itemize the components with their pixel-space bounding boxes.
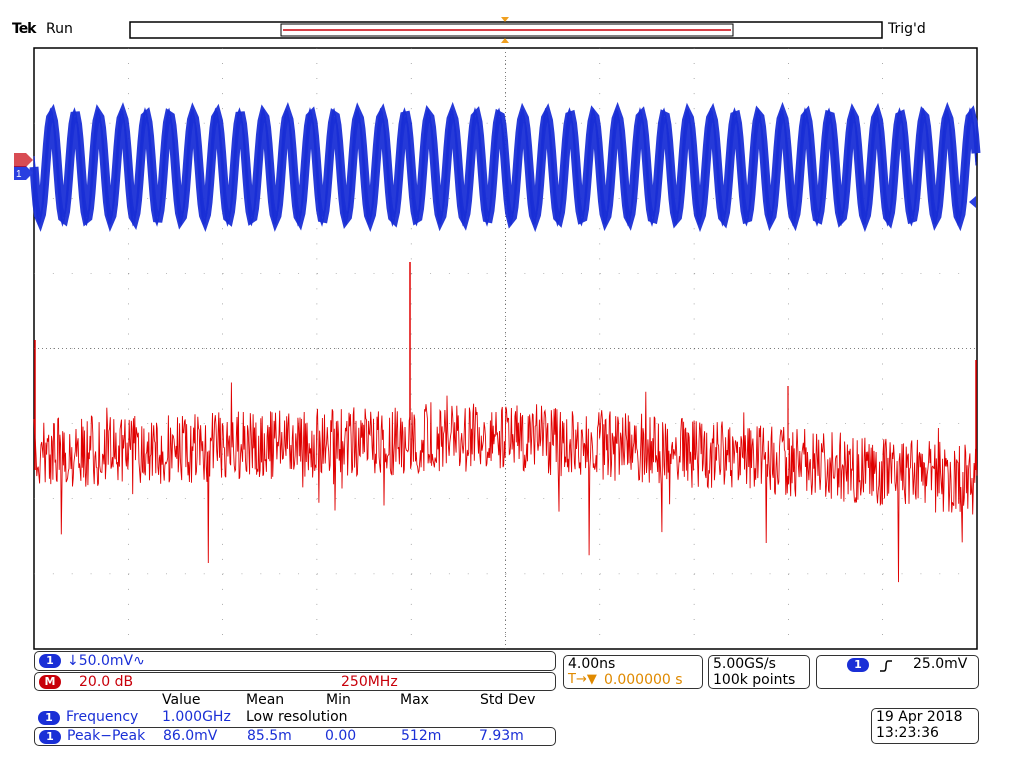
measurement-name: Frequency [66,709,139,725]
trigger-position-marker-bottom[interactable] [501,38,509,43]
measurement-mean: 85.5m [247,728,292,744]
measurement-min: 0.00 [325,728,357,744]
measurement-table: Value Mean Min Max Std Dev 1 Frequency 1… [34,692,556,746]
time: 13:23:36 [876,725,939,741]
measurement-source-badge: 1 [39,730,61,744]
math-scale: 20.0 dB [79,674,134,690]
trigger-position: 0.000000 s [604,672,683,688]
record-length: 100k points [713,672,796,688]
col-header-stddev: Std Dev [480,692,536,708]
ch1-ground-marker[interactable] [14,166,33,180]
datetime-readout: 19 Apr 2018 13:23:36 [871,708,979,744]
measurement-stddev: 7.93m [479,728,524,744]
brand-logo: Tek [12,21,36,37]
timebase: 4.00ns [568,656,616,672]
oscilloscope-display: 1 [14,17,981,650]
trigger-position-icon: T→▼ [568,672,597,687]
col-header-max: Max [400,692,429,708]
ch1-ground-marker-label: 1 [16,169,22,180]
sample-rate: 5.00GS/s [713,656,776,672]
math-reference-marker[interactable] [14,153,33,167]
measurement-mean: Low resolution [246,709,348,725]
measurement-name: Peak−Peak [67,728,146,744]
record-view-window[interactable] [280,23,734,37]
acquisition-readout[interactable]: 5.00GS/s 100k points [708,655,810,689]
trigger-status: Trig'd [888,21,926,37]
measurement-row-frequency[interactable]: 1 Frequency 1.000GHz Low resolution [34,709,556,727]
col-header-value: Value [162,692,201,708]
trigger-source-badge: 1 [847,658,869,672]
ch1-badge: 1 [39,654,61,668]
math-badge: M [39,675,61,689]
math-fft-waveform [33,262,978,583]
trigger-readout[interactable]: 1 25.0mV [816,655,979,689]
trigger-level: 25.0mV [913,656,968,672]
rising-edge-icon [880,660,892,672]
channel1-waveform [29,101,981,233]
ch1-scale: ↓50.0mV∿ [67,653,145,669]
measurement-max: 512m [401,728,442,744]
acquisition-state: Run [46,21,73,37]
date: 19 Apr 2018 [876,709,963,725]
measurement-value: 86.0mV [163,728,218,744]
math-span: 250MHz [341,674,398,690]
trigger-level-marker[interactable] [969,196,976,208]
measurement-value: 1.000GHz [162,709,231,725]
trigger-position-marker-top[interactable] [501,17,509,22]
col-header-min: Min [326,692,351,708]
math-readout[interactable]: M 20.0 dB 250MHz [34,672,556,691]
measurement-row-peak-peak[interactable]: 1 Peak−Peak 86.0mV 85.5m 0.00 512m 7.93m [34,727,556,746]
channel1-readout[interactable]: 1 ↓50.0mV∿ [34,651,556,671]
horizontal-readout[interactable]: 4.00ns T→▼ 0.000000 s [563,655,703,689]
col-header-mean: Mean [246,692,285,708]
measurement-source-badge: 1 [38,711,60,725]
